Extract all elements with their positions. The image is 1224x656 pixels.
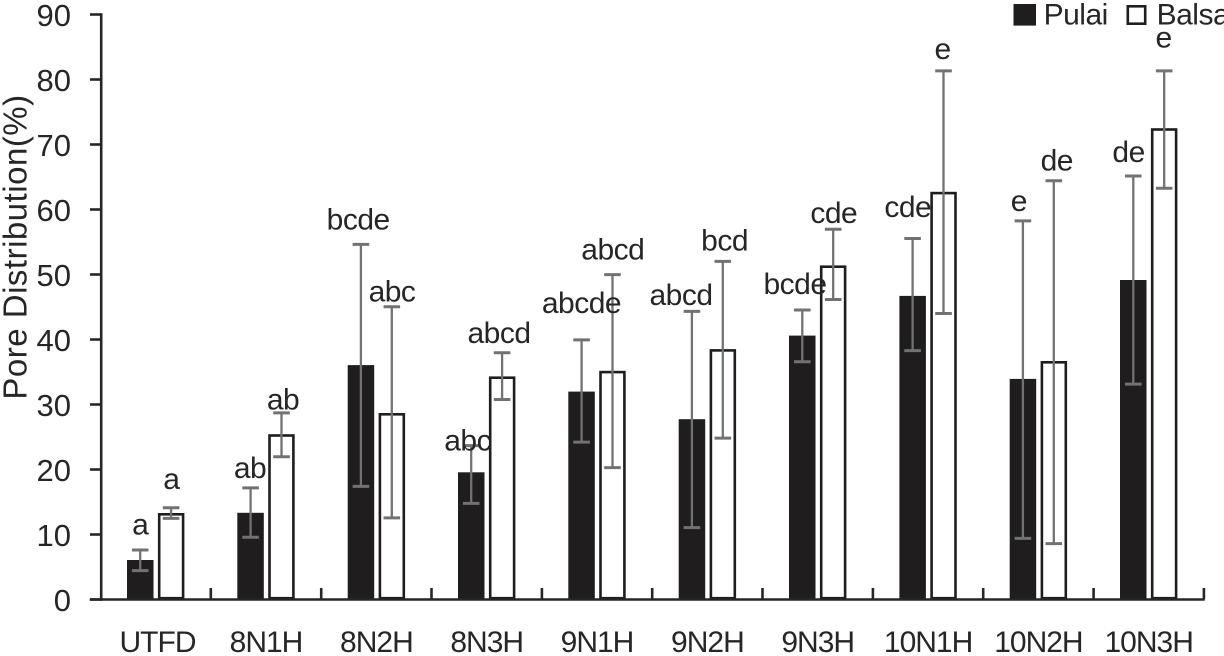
svg-text:de: de <box>1041 145 1073 178</box>
svg-text:Pore Distribution(%): Pore Distribution(%) <box>0 94 34 399</box>
svg-text:60: 60 <box>37 193 71 228</box>
svg-text:20: 20 <box>37 453 71 488</box>
svg-text:9N3H: 9N3H <box>781 626 854 656</box>
svg-text:80: 80 <box>37 63 71 98</box>
svg-text:bcde: bcde <box>327 204 390 237</box>
svg-text:ab: ab <box>267 383 299 416</box>
svg-text:cde: cde <box>884 191 931 224</box>
svg-text:abc: abc <box>369 276 416 309</box>
svg-text:9N1H: 9N1H <box>561 626 634 656</box>
svg-text:Balsa: Balsa <box>1157 0 1224 32</box>
svg-text:40: 40 <box>37 323 71 358</box>
svg-text:Pulai: Pulai <box>1044 0 1108 32</box>
svg-text:70: 70 <box>37 128 71 163</box>
svg-text:10N2H: 10N2H <box>994 626 1082 656</box>
svg-text:0: 0 <box>54 583 71 618</box>
svg-text:e: e <box>1011 185 1027 218</box>
svg-text:abcde: abcde <box>542 287 621 320</box>
svg-text:bcde: bcde <box>763 268 826 301</box>
svg-text:ab: ab <box>234 452 266 485</box>
svg-text:abcd: abcd <box>649 279 712 312</box>
svg-text:abc: abc <box>444 425 491 458</box>
svg-text:10N1H: 10N1H <box>884 626 972 656</box>
svg-text:abcd: abcd <box>467 317 530 350</box>
svg-text:50: 50 <box>37 258 71 293</box>
svg-text:e: e <box>1156 22 1172 55</box>
svg-text:30: 30 <box>37 388 71 423</box>
svg-text:10: 10 <box>37 518 71 553</box>
svg-text:bcd: bcd <box>701 225 748 258</box>
svg-text:abcd: abcd <box>581 234 644 267</box>
svg-text:e: e <box>935 33 951 66</box>
svg-text:a: a <box>132 509 149 542</box>
svg-text:10N3H: 10N3H <box>1105 626 1193 656</box>
svg-text:90: 90 <box>37 0 71 33</box>
svg-text:de: de <box>1112 136 1144 169</box>
svg-text:8N2H: 8N2H <box>340 626 413 656</box>
svg-text:a: a <box>163 463 180 496</box>
svg-text:UTFD: UTFD <box>120 626 196 656</box>
svg-text:9N2H: 9N2H <box>671 626 744 656</box>
svg-text:cde: cde <box>810 197 857 230</box>
svg-text:8N3H: 8N3H <box>450 626 523 656</box>
svg-text:8N1H: 8N1H <box>230 626 303 656</box>
